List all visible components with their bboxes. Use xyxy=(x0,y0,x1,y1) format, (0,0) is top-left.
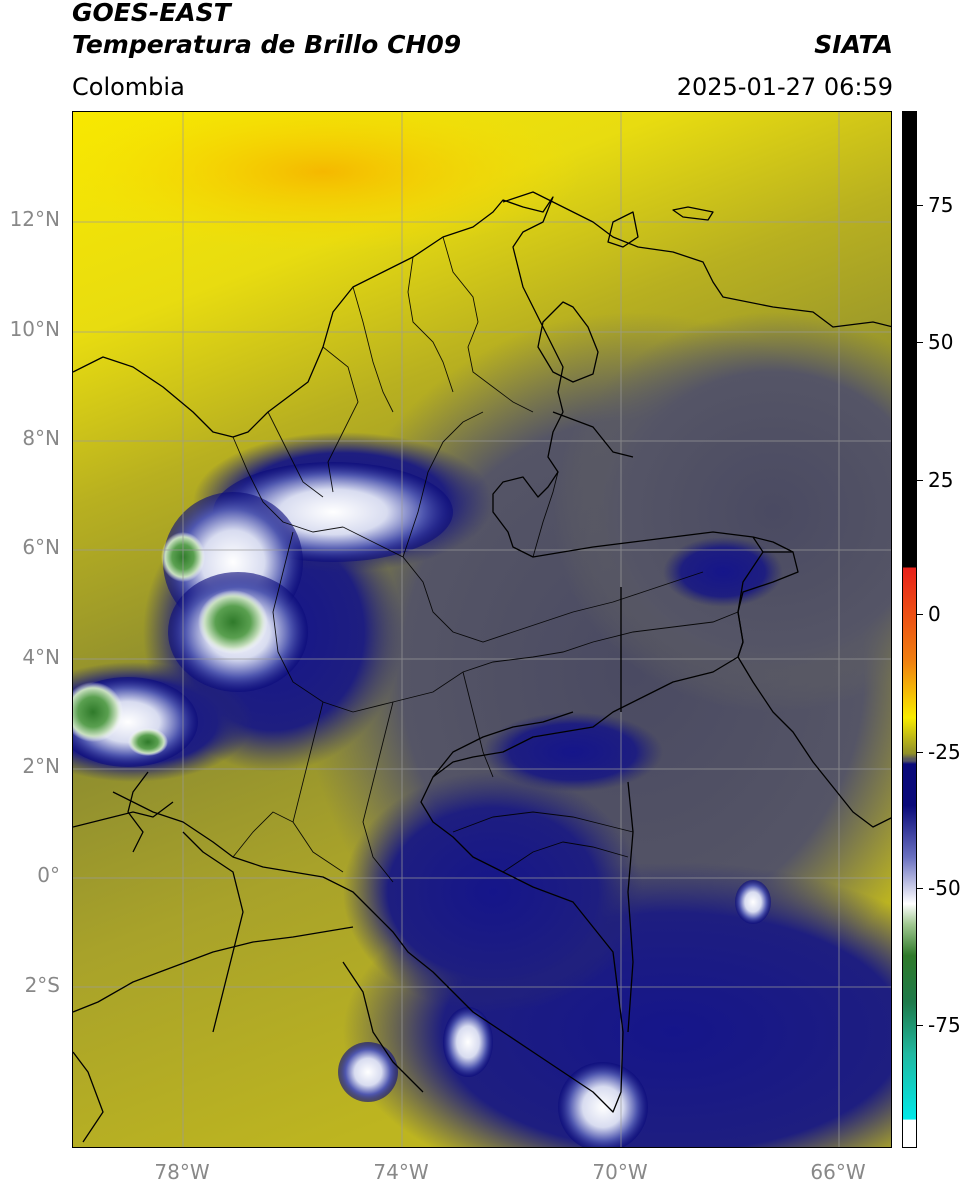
lat-label-0: 0° xyxy=(37,863,60,887)
cb-label-50: 50 xyxy=(928,330,954,354)
coldest-core-2 xyxy=(198,590,268,654)
cb-tick-0 xyxy=(917,614,923,615)
cloud-cell-e1 xyxy=(735,880,771,924)
map-canvas xyxy=(73,112,891,1147)
cold-field-central xyxy=(343,772,643,1012)
lon-label-66w: 66°W xyxy=(810,1160,866,1184)
timestamp-label: 2025-01-27 06:59 xyxy=(676,73,893,101)
cb-tick-m25 xyxy=(917,752,923,753)
cb-label-m75: -75 xyxy=(928,1013,961,1037)
cb-label-75: 75 xyxy=(928,193,954,217)
organization-label: SIATA xyxy=(814,30,893,59)
colorbar xyxy=(902,111,917,1148)
cb-label-25: 25 xyxy=(928,468,954,492)
cloud-cell-s3 xyxy=(558,1062,648,1147)
cb-tick-75 xyxy=(917,205,923,206)
lat-label-12n: 12°N xyxy=(9,207,60,231)
cold-patch-east xyxy=(663,537,783,607)
lat-label-8n: 8°N xyxy=(22,426,60,450)
lon-label-78w: 78°W xyxy=(154,1160,210,1184)
mid-level-field-east xyxy=(553,312,891,712)
cloud-cell-s1 xyxy=(338,1042,398,1102)
cloud-cell-s2 xyxy=(443,1007,493,1077)
lat-label-4n: 4°N xyxy=(22,645,60,669)
department-borders xyxy=(232,236,739,883)
cb-tick-m75 xyxy=(917,1025,923,1026)
lat-label-2n: 2°N xyxy=(22,754,60,778)
satellite-title: GOES-EAST xyxy=(72,0,231,27)
cb-label-0: 0 xyxy=(928,602,941,626)
region-label: Colombia xyxy=(72,73,185,101)
lon-label-70w: 70°W xyxy=(592,1160,648,1184)
coldest-core-4 xyxy=(128,728,168,756)
lon-label-74w: 74°W xyxy=(373,1160,429,1184)
graticule xyxy=(73,112,891,1147)
cb-label-m50: -50 xyxy=(928,876,961,900)
cb-tick-25 xyxy=(917,480,923,481)
lat-label-10n: 10°N xyxy=(9,317,60,341)
warm-band xyxy=(73,112,583,252)
lat-label-6n: 6°N xyxy=(22,535,60,559)
satellite-map xyxy=(72,111,892,1148)
cb-tick-m50 xyxy=(917,888,923,889)
lat-label-2s: 2°S xyxy=(24,973,60,997)
coldest-core-3 xyxy=(73,682,123,742)
lake-maracaibo xyxy=(537,301,599,383)
cold-patch-mid xyxy=(483,712,663,792)
country-borders xyxy=(73,191,891,1143)
cb-label-m25: -25 xyxy=(928,740,961,764)
cb-tick-50 xyxy=(917,342,923,343)
product-title: Temperatura de Brillo CH09 xyxy=(72,30,462,59)
